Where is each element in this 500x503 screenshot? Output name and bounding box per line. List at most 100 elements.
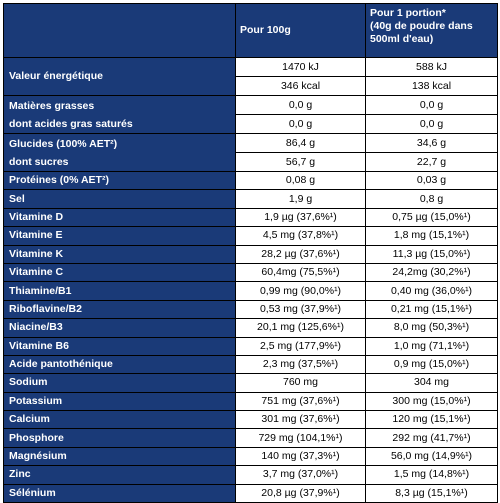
table-row: Acide pantothénique 2,3 mg (37,5%¹) 0,9 mg… xyxy=(3,354,498,375)
nutrient-label: Zinc xyxy=(3,465,236,485)
table-row: Matières grasses dont acides gras saturé… xyxy=(3,95,498,134)
energy-per-100g-kcal: 346 kcal xyxy=(280,80,321,92)
value-per-100g: 0,53 mg (37,9%¹) xyxy=(235,299,366,320)
value-per-100g: 760 mg xyxy=(235,373,366,393)
table-row: Zinc 3,7 mg (37,0%¹) 1,5 mg (14,8%¹) xyxy=(3,465,498,485)
value-per-portion: 0,21 mg (15,1%¹) xyxy=(365,299,498,320)
table-row: Glucides (100% AET²) dont sucres 86,4 g … xyxy=(3,133,498,172)
table-row: Potassium 751 mg (37,6%¹) 300 mg (15,0%¹) xyxy=(3,391,498,412)
header-row: Pour 100g Pour 1 portion* (40g de poudre… xyxy=(3,3,498,58)
header-portion-line3: 500ml d'eau) xyxy=(370,33,434,45)
value-per-portion: 304 mg xyxy=(365,373,498,393)
fat-labels: Matières grasses dont acides gras saturé… xyxy=(3,95,236,134)
nutrient-label: Sélénium xyxy=(3,483,236,503)
fat-per-100g-value: 0,0 g xyxy=(236,97,365,115)
value-per-portion: 0,03 g xyxy=(365,170,498,191)
value-per-100g: 20,8 µg (37,9%¹) xyxy=(235,483,366,503)
value-per-100g: 729 mg (104,1%¹) xyxy=(235,428,366,448)
table-row: Sélénium 20,8 µg (37,9%¹) 8,3 µg (15,1%¹) xyxy=(3,483,498,503)
value-per-100g: 4,5 mg (37,8%¹) xyxy=(235,226,366,246)
value-per-100g: 1,9 µg (37,6%¹) xyxy=(235,207,366,228)
energy-per-portion: 588 kJ 138 kcal xyxy=(365,57,498,96)
table-row: Vitamine K 28,2 µg (37,6%¹) 11,3 µg (15,0%… xyxy=(3,244,498,264)
value-per-100g: 1,9 g xyxy=(235,189,366,209)
value-per-100g: 0,99 mg (90,0%¹) xyxy=(235,281,366,301)
nutrient-label: Vitamine C xyxy=(3,262,236,283)
value-per-portion: 0,9 mg (15,0%¹) xyxy=(365,354,498,375)
nutrient-label: Acide pantothénique xyxy=(3,354,236,375)
value-per-100g: 751 mg (37,6%¹) xyxy=(235,391,366,412)
value-per-portion: 0,40 mg (36,0%¹) xyxy=(365,281,498,301)
table-row: Magnésium 140 mg (37,3%¹) 56,0 mg (14,9%¹) xyxy=(3,446,498,467)
value-per-portion: 292 mg (41,7%¹) xyxy=(365,428,498,448)
value-per-100g: 2,5 mg (177,9%¹) xyxy=(235,336,366,356)
nutrient-label: Magnésium xyxy=(3,446,236,467)
fat-per-portion: 0,0 g 0,0 g xyxy=(365,95,498,134)
value-per-portion: 1,8 mg (15,1%¹) xyxy=(365,226,498,246)
table-row: Riboflavine/B2 0,53 mg (37,9%¹) 0,21 mg (1… xyxy=(3,299,498,320)
value-per-portion: 120 mg (15,1%¹) xyxy=(365,410,498,430)
value-per-100g: 2,3 mg (37,5%¹) xyxy=(235,354,366,375)
value-per-100g: 140 mg (37,3%¹) xyxy=(235,446,366,467)
header-per-portion: Pour 1 portion* (40g de poudre dans 500m… xyxy=(365,3,498,58)
fat-per-100g: 0,0 g 0,0 g xyxy=(235,95,366,134)
energy-per-100g: 1470 kJ 346 kcal xyxy=(235,57,366,96)
table-row: Protéines (0% AET²) 0,08 g 0,03 g xyxy=(3,170,498,191)
header-empty-cell xyxy=(3,3,236,58)
energy-per-portion-kcal: 138 kcal xyxy=(411,80,452,92)
nutrient-label: Protéines (0% AET²) xyxy=(3,170,236,191)
table-row: Calcium 301 mg (37,6%¹) 120 mg (15,1%¹) xyxy=(3,410,498,430)
header-portion-line1: Pour 1 portion* xyxy=(370,7,446,19)
table-row: Vitamine C 60,4mg (75,5%¹) 24,2mg (30,2%¹) xyxy=(3,262,498,283)
value-per-portion: 8,3 µg (15,1%¹) xyxy=(365,483,498,503)
nutrient-label: Vitamine K xyxy=(3,244,236,264)
table-row: Sel 1,9 g 0,8 g xyxy=(3,189,498,209)
carbs-per-100g: 86,4 g 56,7 g xyxy=(235,133,366,172)
value-per-portion: 24,2mg (30,2%¹) xyxy=(365,262,498,283)
energy-row: Valeur énergétique 1470 kJ 346 kcal 588 … xyxy=(3,57,498,96)
saturated-fat-per-100g-value: 0,0 g xyxy=(288,118,313,130)
table-row: Thiamine/B1 0,99 mg (90,0%¹) 0,40 mg (36,0… xyxy=(3,281,498,301)
nutrient-label: Niacine/B3 xyxy=(3,318,236,338)
header-per-100g: Pour 100g xyxy=(235,3,366,58)
value-per-portion: 56,0 mg (14,9%¹) xyxy=(365,446,498,467)
nutrient-label: Calcium xyxy=(3,410,236,430)
fat-label: Matières grasses xyxy=(9,99,95,112)
nutrient-label: Sodium xyxy=(3,373,236,393)
carbs-per-portion-value: 34,6 g xyxy=(366,135,497,153)
nutrition-table: Pour 100g Pour 1 portion* (40g de poudre… xyxy=(3,3,498,503)
nutrient-label: Sel xyxy=(3,189,236,209)
energy-per-portion-kj: 588 kJ xyxy=(366,59,497,77)
value-per-portion: 8,0 mg (50,3%¹) xyxy=(365,318,498,338)
nutrient-label: Thiamine/B1 xyxy=(3,281,236,301)
nutrient-label: Phosphore xyxy=(3,428,236,448)
sugars-per-100g-value: 56,7 g xyxy=(285,156,316,168)
nutrient-label: Vitamine B6 xyxy=(3,336,236,356)
value-per-portion: 11,3 µg (15,0%¹) xyxy=(365,244,498,264)
saturated-fat-per-portion-value: 0,0 g xyxy=(419,118,444,130)
table-row: Vitamine B6 2,5 mg (177,9%¹) 1,0 mg (71,1%… xyxy=(3,336,498,356)
value-per-100g: 60,4mg (75,5%¹) xyxy=(235,262,366,283)
value-per-100g: 301 mg (37,6%¹) xyxy=(235,410,366,430)
sugars-label: dont sucres xyxy=(9,155,69,168)
nutrient-label: Riboflavine/B2 xyxy=(3,299,236,320)
value-per-100g: 28,2 µg (37,6%¹) xyxy=(235,244,366,264)
value-per-portion: 1,5 mg (14,8%¹) xyxy=(365,465,498,485)
nutrient-label: Vitamine E xyxy=(3,226,236,246)
saturated-fat-label: dont acides gras saturés xyxy=(9,117,133,130)
table-row: Vitamine D 1,9 µg (37,6%¹) 0,75 µg (15,0%¹… xyxy=(3,207,498,228)
value-per-100g: 0,08 g xyxy=(235,170,366,191)
nutrient-label: Vitamine D xyxy=(3,207,236,228)
carbs-per-100g-value: 86,4 g xyxy=(236,135,365,153)
energy-per-100g-kj: 1470 kJ xyxy=(236,59,365,77)
value-per-100g: 3,7 mg (37,0%¹) xyxy=(235,465,366,485)
table-row: Vitamine E 4,5 mg (37,8%¹) 1,8 mg (15,1%¹) xyxy=(3,226,498,246)
value-per-portion: 1,0 mg (71,1%¹) xyxy=(365,336,498,356)
carbs-per-portion: 34,6 g 22,7 g xyxy=(365,133,498,172)
value-per-portion: 300 mg (15,0%¹) xyxy=(365,391,498,412)
table-row: Sodium 760 mg 304 mg xyxy=(3,373,498,393)
header-portion-line2: (40g de poudre dans xyxy=(370,20,473,32)
value-per-100g: 20,1 mg (125,6%¹) xyxy=(235,318,366,338)
value-per-portion: 0,8 g xyxy=(365,189,498,209)
